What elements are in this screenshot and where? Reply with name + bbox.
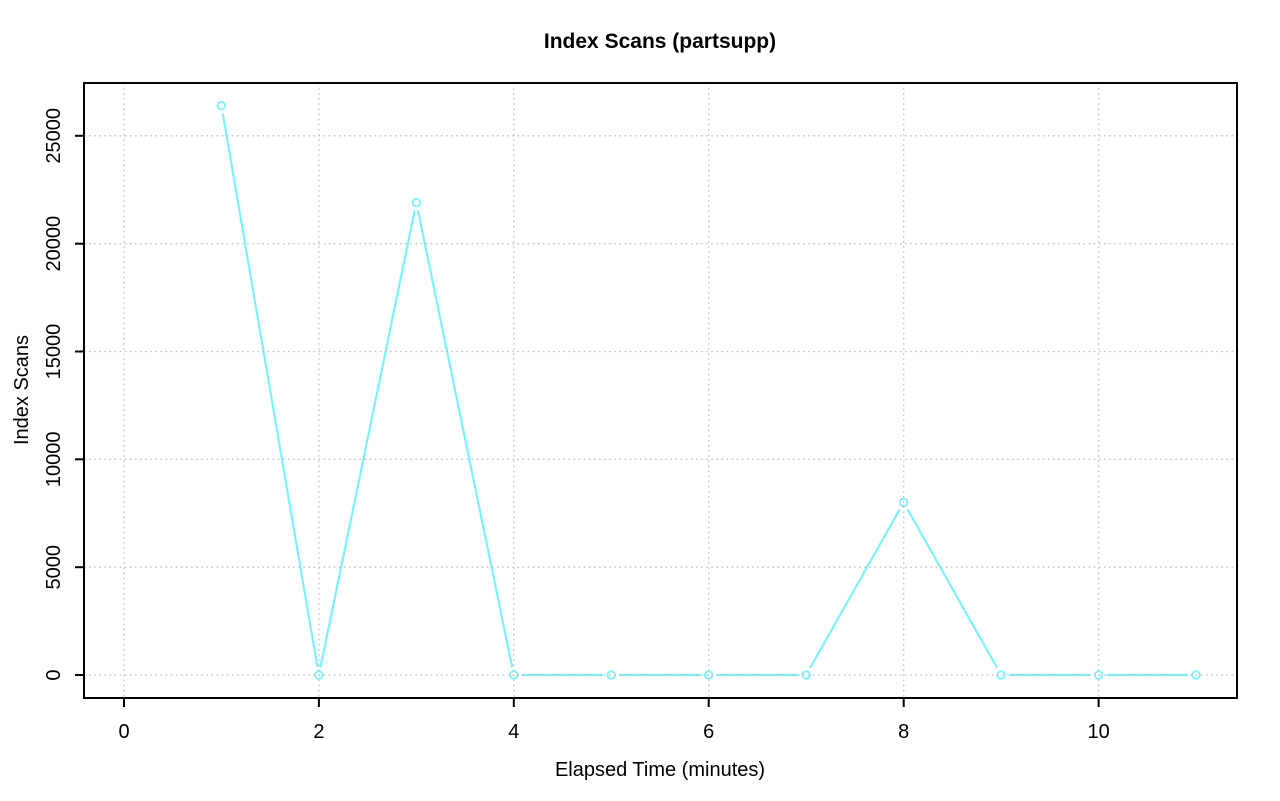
y-axis-title: Index Scans bbox=[11, 335, 33, 445]
y-tick-label: 20000 bbox=[43, 216, 65, 272]
series-line-segment bbox=[221, 113, 319, 668]
data-point-marker bbox=[411, 197, 422, 208]
x-tick-label: 2 bbox=[313, 721, 324, 743]
y-tick-label: 0 bbox=[43, 669, 65, 680]
y-tick-label: 25000 bbox=[43, 108, 65, 164]
plot-border bbox=[83, 82, 1238, 699]
data-point-marker bbox=[996, 670, 1006, 680]
x-tick-label: 10 bbox=[1087, 721, 1109, 743]
x-tick-label: 0 bbox=[118, 721, 129, 743]
data-point-marker bbox=[606, 670, 616, 680]
y-tick-label: 10000 bbox=[43, 431, 65, 487]
data-point-marker bbox=[216, 100, 227, 111]
y-tick-label: 5000 bbox=[43, 545, 65, 590]
series-line-segment bbox=[906, 508, 999, 669]
x-tick-label: 8 bbox=[898, 721, 909, 743]
axes-layer: 0 2 4 6 8 10 0 5000 10000 15000 20000 25000 bbox=[43, 82, 1238, 743]
series-line-segment bbox=[809, 508, 901, 669]
data-point-marker bbox=[314, 670, 324, 680]
series-line-segment bbox=[319, 210, 416, 668]
gridlines-layer bbox=[84, 83, 1237, 698]
data-series-layer bbox=[216, 100, 1201, 680]
x-axis-title: Elapsed Time (minutes) bbox=[555, 759, 765, 781]
x-tick-label: 6 bbox=[703, 721, 714, 743]
x-tick-label: 4 bbox=[508, 721, 519, 743]
series-line-segment bbox=[416, 210, 514, 668]
data-point-marker bbox=[801, 670, 811, 680]
data-point-marker bbox=[1191, 670, 1201, 680]
chart-title: Index Scans (partsupp) bbox=[544, 30, 776, 53]
y-tick-label: 15000 bbox=[43, 324, 65, 380]
